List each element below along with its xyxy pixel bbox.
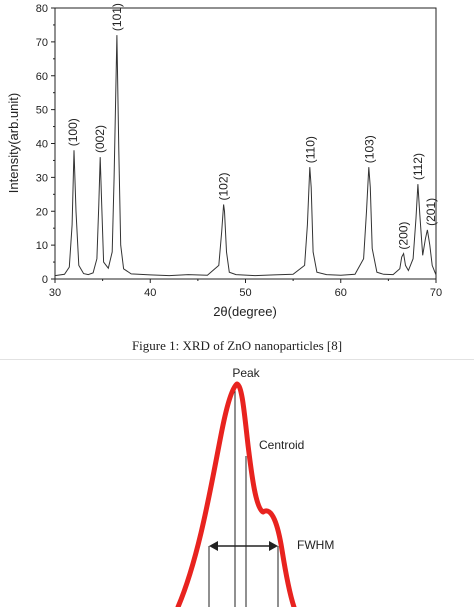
peak-label: (102): [217, 172, 231, 200]
peak-label: (103): [362, 135, 376, 163]
x-tick-label: 50: [239, 287, 251, 299]
x-tick-label: 30: [49, 287, 61, 299]
annotation-layer: (100) (002) (101) (102) (110) (103) (200) (112)…: [66, 3, 438, 250]
y-tick-label: 30: [36, 172, 48, 184]
y-tick-label: 10: [36, 240, 48, 252]
xrd-series-line: [54, 35, 437, 277]
y-tick-label: 20: [36, 206, 48, 218]
y-tick-label: 60: [36, 71, 48, 83]
figure-caption: Figure 1: XRD of ZnO nanoparticles [8]: [131, 338, 343, 353]
peak-label: (002): [93, 125, 107, 153]
peak-label: (112): [411, 153, 425, 180]
y-axis-title: Intensity(arb.unit): [6, 93, 21, 193]
centroid-label: Centroid: [259, 438, 304, 452]
y-tick-label: 0: [42, 274, 48, 286]
x-tick-label: 70: [430, 287, 442, 299]
x-tick-label: 60: [335, 287, 347, 299]
peak-label: (200): [397, 222, 411, 250]
y-tick-label: 40: [36, 139, 48, 151]
x-axis: 30 40 50 60 70: [49, 279, 442, 299]
peak-diagram: Peak Centroid FWHM: [175, 366, 334, 607]
y-tick-label: 80: [36, 3, 48, 15]
peak-label: (101): [110, 3, 124, 31]
peak-curve: [175, 381, 297, 607]
peak-label: (110): [303, 136, 317, 163]
series-layer: [54, 35, 437, 277]
fwhm-label: FWHM: [297, 538, 334, 552]
y-tick-label: 70: [36, 37, 48, 49]
peak-label: Peak: [232, 366, 260, 380]
x-tick-label: 40: [144, 287, 156, 299]
x-axis-title: 2θ(degree): [213, 304, 277, 319]
y-axis: 0 10 20 30 40 50 60 70 80: [36, 3, 55, 286]
peak-label: (201): [424, 198, 438, 226]
peak-label: (100): [66, 118, 80, 146]
fwhm-arrow-right-head: [269, 541, 278, 551]
fwhm-arrow-left-head: [209, 541, 218, 551]
section-divider: [0, 359, 474, 360]
y-tick-label: 50: [36, 105, 48, 117]
